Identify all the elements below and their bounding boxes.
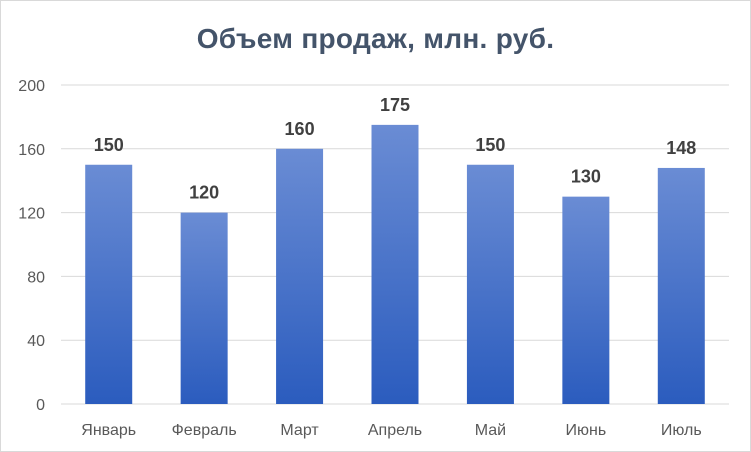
x-category-label: Март [280,422,319,439]
y-tick-label: 80 [27,269,45,286]
data-label: 150 [475,135,505,155]
chart-title: Объем продаж, млн. руб. [196,23,555,54]
y-tick-label: 200 [18,78,45,95]
y-tick-label: 120 [18,206,45,223]
x-category-label: Май [475,422,506,439]
y-tick-label: 0 [36,397,45,414]
data-label: 160 [285,119,315,139]
bar [466,164,514,404]
bar [276,148,324,404]
y-tick-label: 40 [27,333,45,350]
x-category-label: Февраль [172,422,237,439]
x-category-label: Июнь [566,422,607,439]
data-label: 130 [571,167,601,187]
data-label: 175 [380,95,410,115]
bar [562,196,610,404]
data-label: 150 [94,135,124,155]
data-label: 148 [666,138,696,158]
data-label: 120 [189,183,219,203]
x-axis-categories: Январь Февраль Март Апрель Май Июнь Июль [81,422,701,439]
y-tick-label: 160 [18,142,45,159]
x-category-label: Апрель [368,422,422,439]
bar [371,124,419,404]
bar [180,212,228,404]
x-category-label: Июль [661,422,702,439]
bar [657,167,705,404]
x-category-label: Январь [81,422,136,439]
y-axis-ticks: 0 40 80 120 160 200 [18,78,45,414]
bar [85,164,133,404]
data-labels: 150 120 160 175 150 130 148 [94,95,697,203]
bars [85,124,705,404]
